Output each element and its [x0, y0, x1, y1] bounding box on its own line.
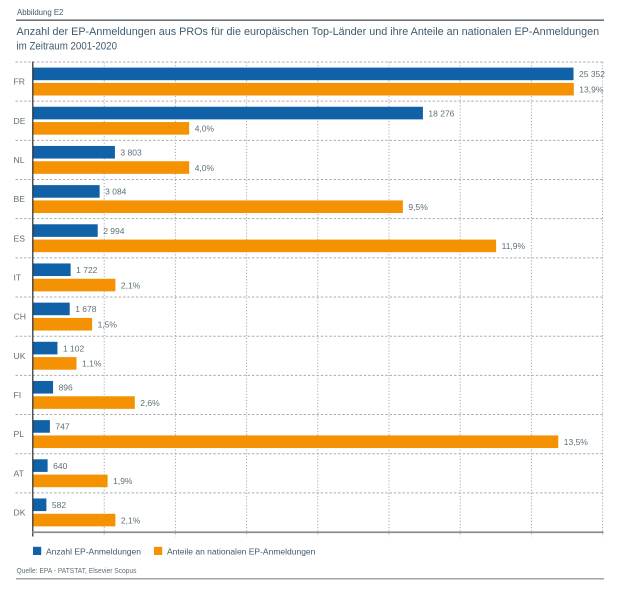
svg-text:1 678: 1 678	[75, 304, 97, 314]
svg-text:CH: CH	[14, 312, 26, 322]
svg-text:9,5%: 9,5%	[408, 202, 428, 212]
svg-text:Anteile an nationalen EP-Anmel: Anteile an nationalen EP-Anmeldungen	[167, 547, 316, 557]
svg-text:FI: FI	[14, 390, 22, 400]
svg-text:FR: FR	[14, 77, 25, 87]
svg-text:BE: BE	[14, 194, 26, 204]
svg-text:1,5%: 1,5%	[98, 320, 118, 330]
svg-text:896: 896	[59, 383, 73, 393]
svg-text:3 084: 3 084	[105, 187, 127, 197]
svg-text:2,1%: 2,1%	[121, 515, 141, 525]
svg-text:3 803: 3 803	[120, 148, 142, 158]
svg-text:im Zeitraum 2001-2020: im Zeitraum 2001-2020	[17, 41, 118, 53]
svg-text:2 994: 2 994	[103, 226, 125, 236]
svg-text:DK: DK	[14, 507, 26, 517]
svg-text:4,0%: 4,0%	[195, 163, 215, 173]
svg-text:1 722: 1 722	[76, 265, 98, 275]
svg-text:640: 640	[53, 461, 67, 471]
svg-text:1,9%: 1,9%	[113, 476, 133, 486]
svg-text:4,0%: 4,0%	[195, 124, 215, 134]
svg-text:ES: ES	[14, 233, 26, 243]
svg-text:747: 747	[55, 422, 69, 432]
svg-text:Quelle: EPA - PATSTAT, Elsevie: Quelle: EPA - PATSTAT, Elsevier Scopus	[17, 566, 137, 575]
svg-text:AT: AT	[14, 468, 25, 478]
svg-text:Anzahl der EP-Anmeldungen aus: Anzahl der EP-Anmeldungen aus PROs für d…	[17, 26, 600, 38]
svg-text:11,9%: 11,9%	[502, 241, 526, 251]
svg-text:1,1%: 1,1%	[82, 359, 102, 369]
svg-text:Anzahl EP-Anmeldungen: Anzahl EP-Anmeldungen	[46, 547, 141, 557]
svg-text:Abbildung E2: Abbildung E2	[17, 8, 63, 17]
svg-text:DE: DE	[14, 116, 26, 126]
svg-text:NL: NL	[14, 155, 25, 165]
svg-text:UK: UK	[14, 351, 26, 361]
svg-text:1 102: 1 102	[63, 343, 85, 353]
svg-text:PL: PL	[14, 429, 25, 439]
svg-text:IT: IT	[14, 272, 22, 282]
svg-text:2,1%: 2,1%	[121, 280, 141, 290]
svg-text:13,9%: 13,9%	[579, 85, 604, 95]
svg-text:2,6%: 2,6%	[140, 398, 160, 408]
svg-text:18 276: 18 276	[428, 108, 454, 118]
svg-text:25 352: 25 352	[579, 69, 605, 79]
svg-text:582: 582	[52, 500, 66, 510]
svg-text:13,5%: 13,5%	[564, 437, 589, 447]
